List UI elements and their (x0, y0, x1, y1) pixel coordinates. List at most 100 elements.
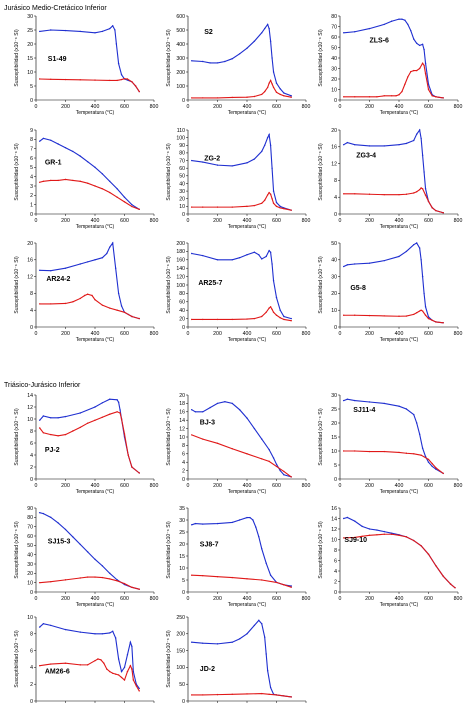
heating-point (101, 173, 104, 175)
y-tick-label: 100 (176, 283, 185, 289)
cooling-point (290, 96, 292, 98)
y-tick-label: 4 (30, 453, 33, 459)
cooling-point (131, 315, 133, 318)
heating-point (368, 401, 371, 403)
cooling-point (279, 207, 281, 209)
y-tick-label: 40 (179, 181, 185, 187)
cooling-point (290, 320, 292, 322)
heating-point (238, 257, 241, 259)
cooling-point (50, 303, 52, 305)
heating-point (79, 543, 81, 546)
cooling-point (454, 587, 456, 589)
cooling-point (79, 426, 81, 429)
heating-point (112, 25, 114, 27)
cooling-point (271, 308, 273, 311)
panel-am26-6: 02468100200400600800Temperatura (°C)Susc… (14, 615, 155, 703)
heating-curve (343, 242, 444, 324)
cooling-point (435, 565, 437, 567)
y-tick-label: 100 (176, 84, 185, 90)
x-tick-label: 200 (365, 218, 374, 224)
heating-point (268, 27, 270, 30)
heating-point (368, 262, 371, 264)
heating-point (413, 38, 415, 40)
heating-point (272, 280, 275, 282)
section-title-triasico: Triásico-Jurásico Inferior (4, 382, 81, 389)
heating-point (94, 633, 96, 635)
x-tick-label: 800 (302, 218, 311, 224)
x-tick-label: 0 (339, 483, 342, 489)
heating-point (416, 242, 418, 244)
y-tick-label: 10 (27, 580, 33, 586)
cooling-point (361, 535, 363, 538)
heating-point (265, 562, 267, 564)
heating-point (261, 32, 263, 34)
cooling-point (253, 317, 256, 320)
y-tick-label: 30 (331, 274, 337, 280)
cooling-point (131, 668, 133, 670)
heating-point (109, 246, 111, 248)
cooling-point (413, 453, 415, 455)
cooling-point (342, 314, 345, 316)
cooling-point (435, 209, 437, 212)
cooling-point (116, 79, 118, 82)
heating-point (209, 406, 211, 409)
heating-point (416, 422, 418, 424)
cooling-point (231, 693, 233, 695)
heating-point (42, 623, 45, 625)
cooling-point (117, 674, 120, 676)
cooling-curve (39, 576, 140, 590)
heating-point (190, 524, 193, 526)
heating-point (57, 522, 59, 524)
y-tick-label: 30 (27, 562, 33, 568)
x-tick-label: 800 (150, 218, 159, 224)
cooling-point (103, 662, 105, 664)
cooling-point (261, 458, 263, 460)
cooling-point (138, 317, 140, 320)
cooling-point (64, 579, 67, 581)
cooling-point (38, 303, 41, 305)
heating-point (275, 201, 278, 204)
cooling-point (416, 312, 418, 314)
y-tick-label: 5 (182, 578, 185, 584)
heating-point (202, 161, 204, 163)
x-axis-title: Temperatura (°C) (228, 110, 267, 116)
cooling-point (266, 86, 269, 89)
cooling-point (38, 427, 41, 429)
section-title-jurasico-medio: Jurásico Medio-Cretácico Inferior (4, 5, 107, 12)
x-tick-label: 200 (61, 483, 70, 489)
y-tick-label: 90 (27, 506, 33, 512)
y-tick-label: 25 (27, 28, 33, 34)
cooling-point (283, 207, 285, 210)
heating-point (283, 315, 285, 318)
heating-point (261, 150, 263, 153)
cooling-point (376, 96, 378, 98)
cooling-point (383, 193, 385, 196)
x-tick-label: 0 (35, 596, 38, 602)
cooling-point (216, 206, 219, 208)
cooling-point (64, 433, 67, 436)
heating-point (42, 137, 45, 140)
cooling-point (390, 533, 393, 535)
cooling-point (268, 460, 270, 463)
sample-label: AR24-2 (46, 276, 70, 283)
cooling-point (79, 297, 81, 300)
x-tick-label: 0 (339, 104, 342, 110)
heating-point (342, 265, 345, 268)
x-axis-title: Temperatura (°C) (380, 489, 419, 495)
cooling-point (395, 95, 397, 97)
cooling-point (131, 205, 133, 208)
y-tick-label: 200 (176, 70, 185, 76)
y-axis-title: Susceptibilidad (x10⁻⁶ SI) (318, 521, 324, 579)
x-tick-label: 0 (339, 596, 342, 602)
heating-point (120, 74, 123, 76)
heating-point (272, 190, 275, 192)
y-tick-label: 100 (176, 665, 185, 671)
heating-point (117, 401, 120, 403)
cooling-point (398, 193, 400, 196)
x-tick-label: 600 (120, 483, 129, 489)
x-tick-label: 800 (454, 104, 463, 110)
cooling-point (290, 696, 292, 698)
x-tick-label: 0 (187, 483, 190, 489)
